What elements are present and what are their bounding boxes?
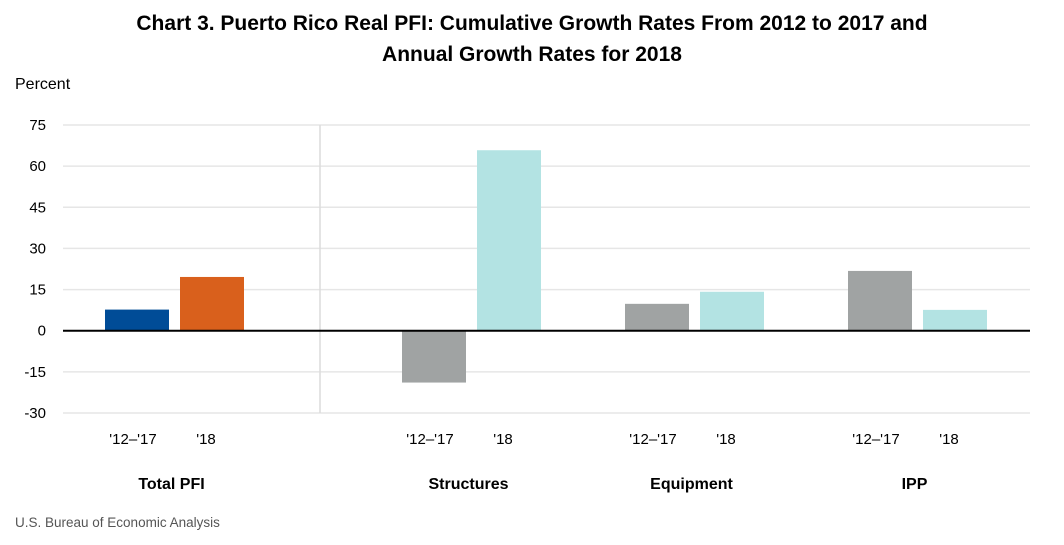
- source-note: U.S. Bureau of Economic Analysis: [15, 515, 220, 530]
- bar-total-pfi-2012-2017: [105, 309, 169, 331]
- chart-title-line-2: Annual Growth Rates for 2018: [382, 43, 682, 66]
- bar-structures-2012-2017: [402, 330, 466, 383]
- y-tick-label: 0: [38, 323, 46, 340]
- x-group-label: Equipment: [650, 476, 733, 493]
- bar-ipp-2018: [923, 309, 987, 331]
- x-group-label: IPP: [902, 476, 928, 493]
- y-tick-label: 60: [29, 158, 46, 175]
- x-sub-label: '18: [939, 431, 959, 448]
- x-sub-label: '12–'17: [629, 431, 676, 448]
- x-sub-label: '18: [716, 431, 736, 448]
- x-sub-label: '18: [196, 431, 216, 448]
- y-axis-label: Percent: [15, 76, 71, 93]
- y-tick-label: -30: [24, 405, 46, 422]
- bar-equipment-2012-2017: [625, 303, 689, 331]
- x-sub-label: '18: [493, 431, 513, 448]
- y-tick-label: 30: [29, 240, 46, 257]
- bar-structures-2018: [477, 150, 541, 331]
- bar-equipment-2018: [700, 291, 764, 331]
- chart-title-line-1: Chart 3. Puerto Rico Real PFI: Cumulativ…: [136, 12, 928, 35]
- y-tick-label: 75: [29, 117, 46, 134]
- x-group-label: Structures: [428, 476, 508, 493]
- x-sub-label: '12–'17: [852, 431, 899, 448]
- x-group-label: Total PFI: [138, 476, 204, 493]
- y-tick-label: -15: [24, 364, 46, 381]
- bar-ipp-2012-2017: [848, 270, 912, 331]
- x-sub-label: '12–'17: [406, 431, 453, 448]
- bar-total-pfi-2018: [180, 276, 244, 331]
- chart-title: Chart 3. Puerto Rico Real PFI: Cumulativ…: [0, 8, 1064, 70]
- y-tick-label: 45: [29, 199, 46, 216]
- x-sub-label: '12–'17: [109, 431, 156, 448]
- y-tick-label: 15: [29, 282, 46, 299]
